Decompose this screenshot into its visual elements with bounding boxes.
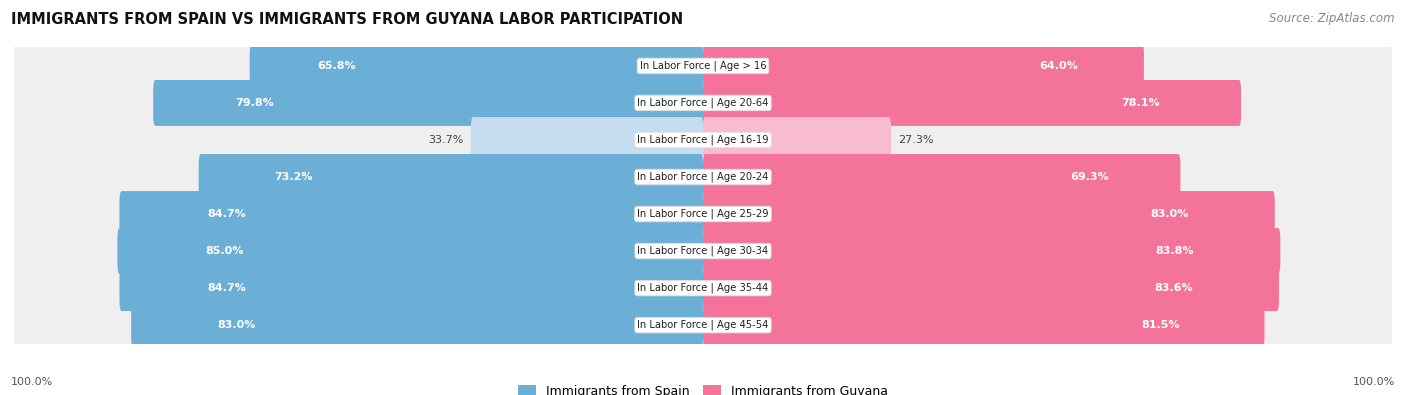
Legend: Immigrants from Spain, Immigrants from Guyana: Immigrants from Spain, Immigrants from G… [513,380,893,395]
Text: 83.8%: 83.8% [1156,246,1194,256]
FancyBboxPatch shape [703,43,1144,89]
Text: 100.0%: 100.0% [11,377,53,387]
FancyBboxPatch shape [703,117,891,163]
FancyBboxPatch shape [703,154,1181,200]
FancyBboxPatch shape [14,185,1392,243]
Text: 83.0%: 83.0% [1150,209,1189,219]
FancyBboxPatch shape [14,111,1392,169]
Text: In Labor Force | Age 35-44: In Labor Force | Age 35-44 [637,283,769,293]
FancyBboxPatch shape [703,265,1279,311]
Text: In Labor Force | Age > 16: In Labor Force | Age > 16 [640,61,766,71]
Text: In Labor Force | Age 20-24: In Labor Force | Age 20-24 [637,172,769,182]
Text: 83.6%: 83.6% [1154,283,1192,293]
Text: 100.0%: 100.0% [1353,377,1395,387]
FancyBboxPatch shape [14,148,1392,206]
Text: In Labor Force | Age 45-54: In Labor Force | Age 45-54 [637,320,769,330]
FancyBboxPatch shape [471,117,703,163]
Text: 85.0%: 85.0% [205,246,243,256]
FancyBboxPatch shape [703,228,1281,274]
Text: In Labor Force | Age 16-19: In Labor Force | Age 16-19 [637,135,769,145]
FancyBboxPatch shape [14,74,1392,132]
FancyBboxPatch shape [153,80,703,126]
Text: 78.1%: 78.1% [1122,98,1160,108]
FancyBboxPatch shape [14,222,1392,280]
Text: 27.3%: 27.3% [898,135,934,145]
FancyBboxPatch shape [703,80,1241,126]
FancyBboxPatch shape [703,302,1264,348]
FancyBboxPatch shape [14,296,1392,354]
Text: 65.8%: 65.8% [318,61,356,71]
Text: IMMIGRANTS FROM SPAIN VS IMMIGRANTS FROM GUYANA LABOR PARTICIPATION: IMMIGRANTS FROM SPAIN VS IMMIGRANTS FROM… [11,12,683,27]
FancyBboxPatch shape [131,302,703,348]
Text: 73.2%: 73.2% [274,172,314,182]
FancyBboxPatch shape [14,37,1392,95]
Text: 84.7%: 84.7% [207,283,246,293]
Text: 69.3%: 69.3% [1070,172,1109,182]
Text: In Labor Force | Age 20-64: In Labor Force | Age 20-64 [637,98,769,108]
Text: 64.0%: 64.0% [1039,61,1078,71]
Text: In Labor Force | Age 25-29: In Labor Force | Age 25-29 [637,209,769,219]
Text: 81.5%: 81.5% [1142,320,1180,330]
FancyBboxPatch shape [703,191,1275,237]
FancyBboxPatch shape [120,265,703,311]
Text: 33.7%: 33.7% [429,135,464,145]
FancyBboxPatch shape [198,154,703,200]
FancyBboxPatch shape [250,43,703,89]
FancyBboxPatch shape [120,191,703,237]
Text: Source: ZipAtlas.com: Source: ZipAtlas.com [1270,12,1395,25]
Text: In Labor Force | Age 30-34: In Labor Force | Age 30-34 [637,246,769,256]
Text: 84.7%: 84.7% [207,209,246,219]
FancyBboxPatch shape [14,259,1392,317]
Text: 83.0%: 83.0% [217,320,256,330]
Text: 79.8%: 79.8% [236,98,274,108]
FancyBboxPatch shape [117,228,703,274]
